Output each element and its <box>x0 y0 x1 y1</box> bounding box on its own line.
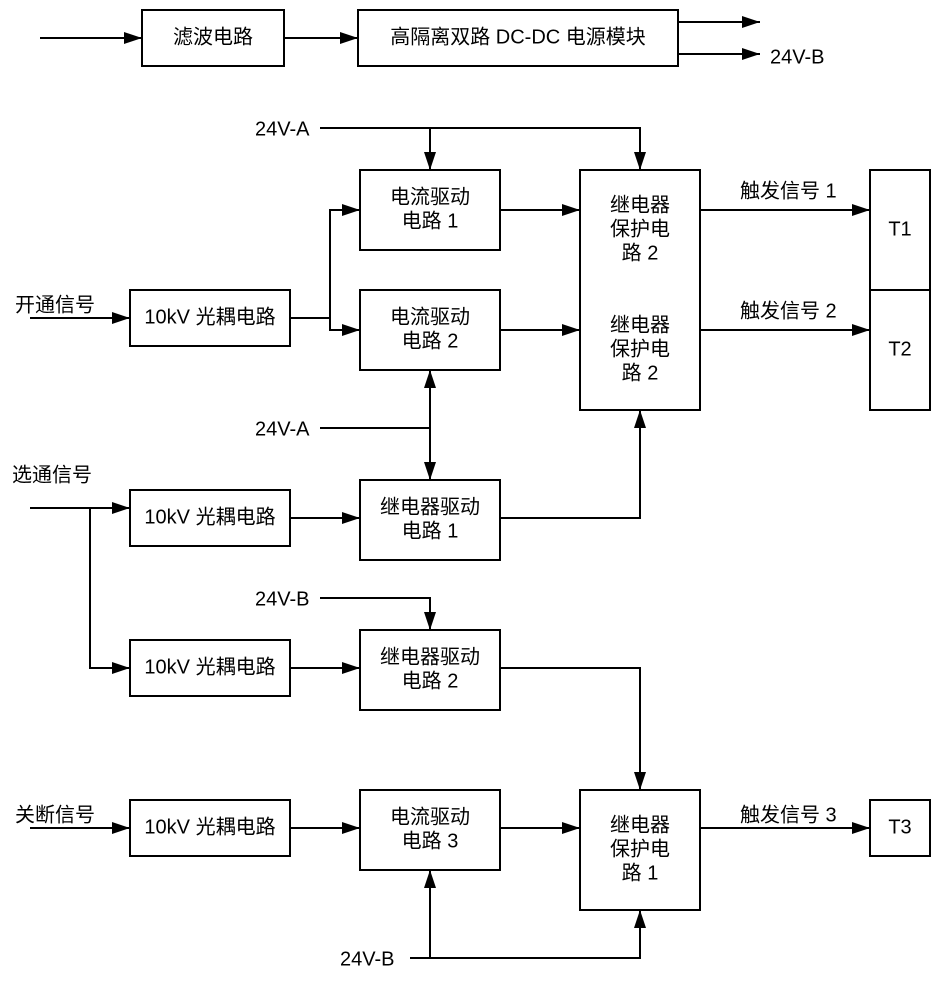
e_gate_fan <box>90 508 130 668</box>
sublabel-T1: T1 <box>888 218 911 240</box>
sublabel-rlyProtA_top: 保护电 <box>610 217 670 240</box>
e_rlyDrv1_prot <box>500 410 640 518</box>
node-idrv1-text: 电路 1 <box>402 209 459 232</box>
sublabel-rlyProtA_bot: 路 2 <box>622 361 659 384</box>
node-idrv2-text: 电流驱动 <box>390 305 470 328</box>
label-trig1: 触发信号 1 <box>740 179 837 202</box>
node-rlyDrv1-text: 电路 1 <box>402 519 459 542</box>
node-idrv2-text: 电路 2 <box>402 329 459 352</box>
node-opto3-text: 10kV 光耦电路 <box>144 655 275 678</box>
node-rlyDrv2-text: 继电器驱动 <box>380 645 480 668</box>
node-idrv1-text: 电流驱动 <box>390 185 470 208</box>
label-in_open: 开通信号 <box>15 293 95 316</box>
label-in_off: 关断信号 <box>15 803 95 826</box>
e_fan_idrv2 <box>330 318 360 330</box>
label-trig2: 触发信号 2 <box>740 299 837 322</box>
node-rlyProt1-text: 路 1 <box>622 861 659 884</box>
label-trig3: 触发信号 3 <box>740 803 837 826</box>
node-opto2-text: 10kV 光耦电路 <box>144 505 275 528</box>
node-dcdc-text: 高隔离双路 DC-DC 电源模块 <box>390 25 646 48</box>
label-p_24vbL: 24V-B <box>340 948 394 970</box>
e_24vb_low2 <box>430 910 640 958</box>
label-out_24vb: 24V-B <box>770 46 824 68</box>
sublabel-rlyProtA_top: 继电器 <box>610 193 670 216</box>
e_fan_idrv1 <box>330 210 360 318</box>
node-opto1-text: 10kV 光耦电路 <box>144 305 275 328</box>
sublabel-rlyProtA_top: 路 2 <box>622 241 659 264</box>
node-rlyDrv2-text: 电路 2 <box>402 669 459 692</box>
e_24vb_low <box>410 870 430 958</box>
sublabel-T2: T2 <box>888 338 911 360</box>
label-p_24vaB: 24V-A <box>255 418 310 440</box>
block-diagram: 滤波电路 高隔离双路 DC-DC 电源模块 10kV 光耦电路 10kV 光耦电路 10… <box>0 0 951 1000</box>
node-rlyProt1-text: 保护电 <box>610 837 670 860</box>
node-T3-text: T3 <box>888 816 911 838</box>
e_24va_mid <box>320 370 430 428</box>
label-p_24vbM: 24V-B <box>255 588 309 610</box>
node-rlyDrv1-text: 继电器驱动 <box>380 495 480 518</box>
sublabel-rlyProtA_bot: 保护电 <box>610 337 670 360</box>
e_24va_top2 <box>430 128 640 170</box>
node-rlyProt1-text: 继电器 <box>610 813 670 836</box>
e_24va_top <box>320 128 430 170</box>
label-p_24vaT: 24V-A <box>255 118 310 140</box>
e_24vb_mid <box>320 598 430 630</box>
e_rlyDrv2_prot1 <box>500 668 640 790</box>
node-opto4-text: 10kV 光耦电路 <box>144 815 275 838</box>
node-filter-text: 滤波电路 <box>173 25 253 48</box>
label-in_gate: 选通信号 <box>12 463 92 486</box>
node-idrv3-text: 电路 3 <box>402 829 459 852</box>
sublabel-rlyProtA_bot: 继电器 <box>610 313 670 336</box>
node-idrv3-text: 电流驱动 <box>390 805 470 828</box>
